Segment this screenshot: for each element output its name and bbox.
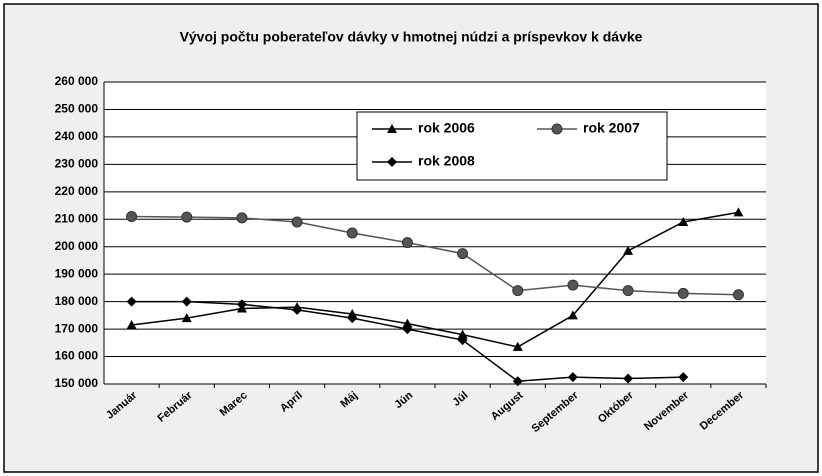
y-tick-label: 200 000 [55, 239, 99, 253]
y-tick-label: 190 000 [55, 266, 99, 280]
marker [181, 313, 192, 323]
marker [457, 335, 468, 346]
marker [387, 157, 397, 167]
marker [236, 212, 248, 224]
marker [292, 304, 303, 315]
marker [512, 285, 524, 297]
marker [732, 289, 744, 301]
y-tick-label: 220 000 [55, 184, 99, 198]
chart-title: Vývoj počtu poberateľov dávky v hmotnej … [180, 29, 643, 45]
legend-label: rok 2006 [418, 120, 475, 136]
marker [126, 296, 137, 307]
y-tick-label: 170 000 [55, 321, 99, 335]
marker [387, 124, 397, 133]
y-tick-label: 150 000 [55, 376, 99, 390]
marker [126, 211, 138, 223]
y-tick-label: 250 000 [55, 102, 99, 116]
marker [567, 372, 578, 383]
marker [567, 279, 579, 291]
marker [402, 324, 413, 335]
legend-label: rok 2007 [583, 120, 640, 136]
marker [401, 237, 413, 249]
marker [551, 123, 563, 135]
marker [677, 287, 689, 299]
series-line [131, 215, 739, 296]
marker [623, 373, 634, 384]
marker [678, 217, 689, 227]
marker [236, 299, 247, 310]
marker [512, 341, 523, 351]
marker [346, 227, 358, 239]
marker [678, 372, 689, 383]
legend: rok 2006 rok 2007 rok 2008 [356, 111, 668, 181]
series-line [131, 211, 739, 348]
marker [567, 310, 578, 320]
marker [181, 296, 192, 307]
y-tick-label: 210 000 [55, 211, 99, 225]
marker [291, 216, 303, 228]
marker [512, 376, 523, 387]
y-tick-label: 160 000 [55, 349, 99, 363]
marker [733, 207, 744, 217]
marker [347, 313, 358, 324]
marker [457, 248, 469, 260]
legend-box [356, 111, 668, 181]
marker [126, 319, 137, 329]
marker [181, 211, 193, 223]
marker [622, 285, 634, 297]
legend-label: rok 2008 [418, 153, 475, 169]
marker [402, 318, 413, 328]
y-tick-label: 230 000 [55, 157, 99, 171]
y-tick-label: 240 000 [55, 129, 99, 143]
y-tick-label: 260 000 [55, 74, 99, 88]
y-tick-label: 180 000 [55, 294, 99, 308]
marker [457, 329, 468, 339]
marker [623, 245, 634, 255]
